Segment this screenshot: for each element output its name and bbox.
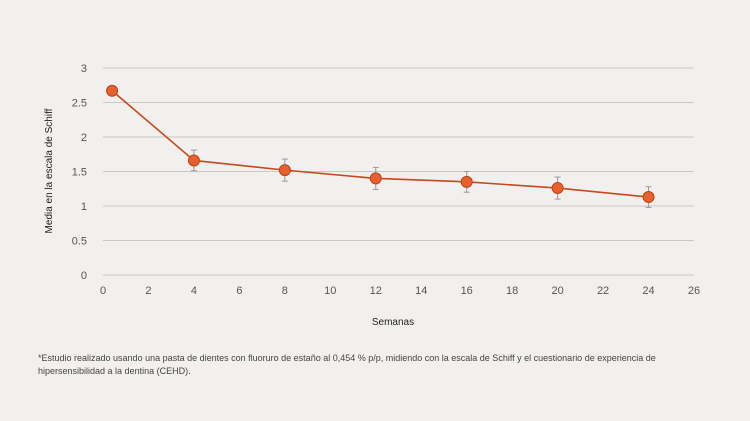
- x-tick-label: 8: [282, 285, 288, 297]
- footnote: *Estudio realizado usando una pasta de d…: [38, 352, 708, 378]
- x-tick-label: 22: [597, 285, 609, 297]
- y-tick-label: 1: [81, 201, 87, 213]
- x-tick-label: 6: [236, 285, 242, 297]
- footnote-line-1: *Estudio realizado usando una pasta de d…: [38, 353, 656, 363]
- data-point: [551, 182, 564, 195]
- x-tick-label: 26: [688, 285, 700, 297]
- data-point: [460, 175, 473, 188]
- data-point: [278, 164, 291, 177]
- series-layer: [106, 84, 655, 208]
- data-point: [187, 154, 200, 167]
- x-tick-label: 0: [100, 285, 106, 297]
- data-point: [642, 191, 655, 204]
- grid-lines: [103, 67, 694, 276]
- x-tick-label: 4: [191, 285, 197, 297]
- x-tick-label: 20: [551, 285, 563, 297]
- x-tick-label: 2: [145, 285, 151, 297]
- x-tick-label: 14: [415, 285, 427, 297]
- x-axis-ticks: 0 2 4 6 8 10 12 14 16 18 20 22 24 26: [100, 285, 700, 297]
- x-tick-label: 16: [461, 285, 473, 297]
- y-tick-label: 0: [81, 270, 87, 282]
- x-axis-title: Semanas: [372, 317, 414, 328]
- y-tick-label: 2.5: [72, 98, 87, 110]
- x-tick-label: 12: [370, 285, 382, 297]
- line-chart: 00.511.522.53 0 2 4 6 8 10 12 14 16 18 20 22 24 26 Se…: [44, 63, 700, 328]
- x-tick-label: 10: [324, 285, 336, 297]
- y-axis-ticks: 0 0.5 1 1.5 2 2.5 3: [72, 63, 87, 282]
- x-tick-label: 24: [642, 285, 654, 297]
- y-axis-title: Media en la escala de Schiff: [44, 108, 55, 233]
- x-tick-label: 18: [506, 285, 518, 297]
- y-tick-label: 1.5: [72, 167, 87, 179]
- y-tick-label: 3: [81, 63, 87, 75]
- data-point: [369, 172, 382, 185]
- data-point: [106, 84, 119, 97]
- y-tick-label: 0.5: [72, 236, 87, 248]
- footnote-line-2: hipersensibilidad a la dentina (CEHD).: [38, 366, 191, 376]
- y-tick-label: 2: [81, 132, 87, 144]
